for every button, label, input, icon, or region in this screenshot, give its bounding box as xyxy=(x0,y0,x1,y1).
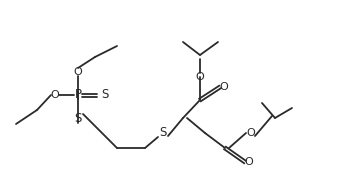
Text: O: O xyxy=(219,82,228,92)
Text: S: S xyxy=(74,111,82,124)
Text: O: O xyxy=(51,90,60,100)
Text: S: S xyxy=(159,127,167,139)
Text: O: O xyxy=(196,72,204,82)
Text: O: O xyxy=(74,67,82,77)
Text: S: S xyxy=(101,89,109,101)
Text: P: P xyxy=(75,89,82,101)
Text: O: O xyxy=(247,128,255,138)
Text: O: O xyxy=(245,157,254,167)
